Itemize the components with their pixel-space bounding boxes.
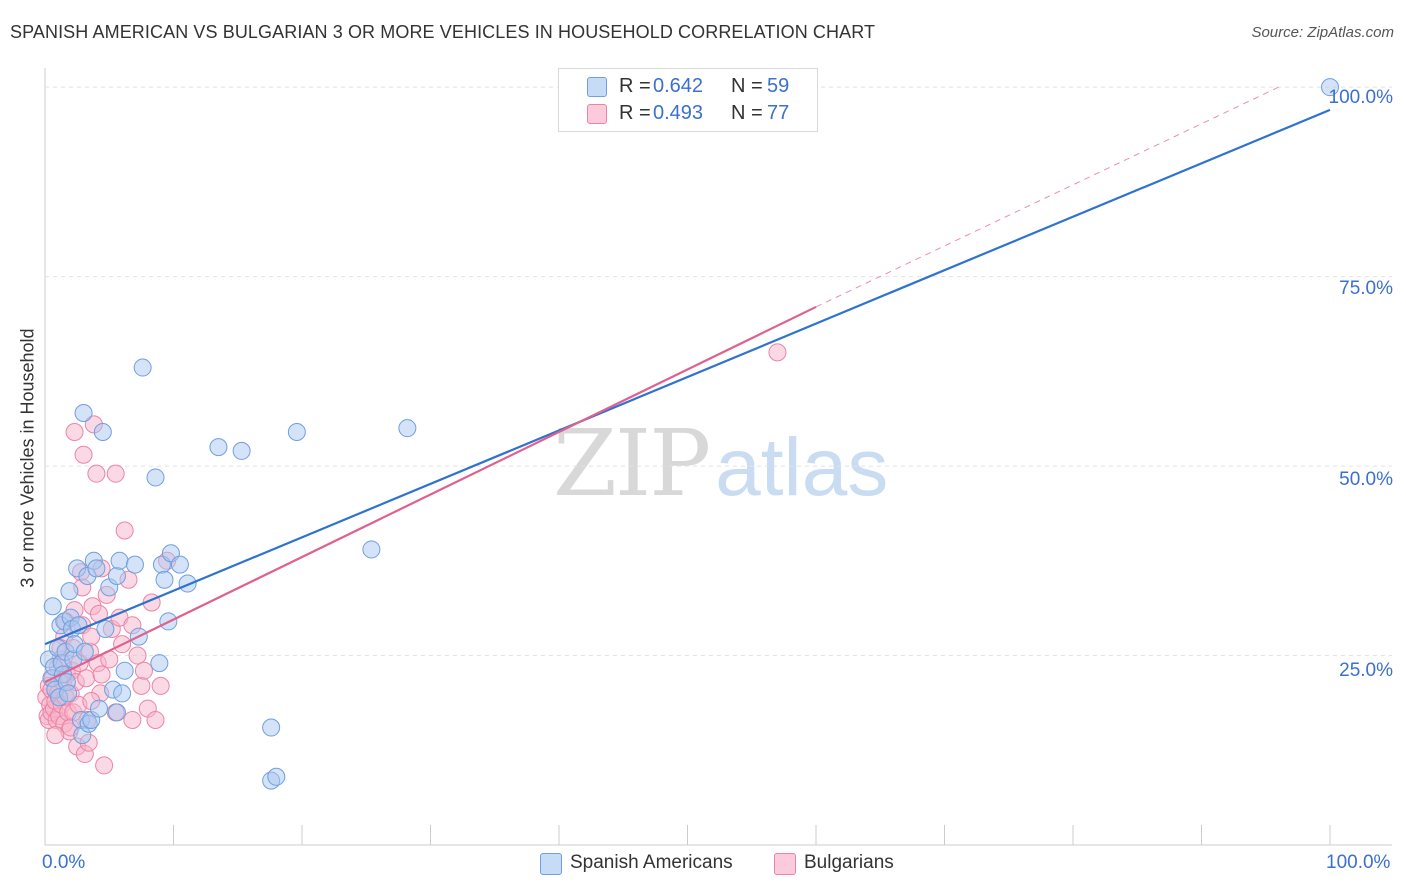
bulgarian-point: [134, 661, 153, 680]
y-tick-label-75: 75.0%: [1339, 278, 1393, 299]
bulgarian-point: [123, 710, 142, 729]
legend-label: Bulgarians: [804, 852, 894, 873]
n-value: 77: [767, 102, 790, 124]
watermark-zip: ZIP: [553, 410, 711, 517]
bulgarian-point: [128, 646, 147, 665]
bulgarian-point: [65, 422, 84, 441]
spanish-american-point: [125, 555, 144, 574]
spanish-american-point: [232, 441, 251, 460]
spanish-american-point: [155, 570, 174, 589]
bulgarian-point: [82, 627, 101, 646]
x-tick-label-min: 0.0%: [42, 852, 86, 873]
bulgarian-point: [95, 756, 114, 775]
correlation-legend: R = 0.642 N = 59 R = 0.493 N = 77: [558, 68, 818, 132]
spanish-american-point: [74, 404, 93, 423]
bulgarian-point: [77, 669, 96, 688]
bulgarian-trend-line: [44, 305, 817, 684]
spanish-american-point: [93, 422, 112, 441]
spanish-american-point: [107, 703, 126, 722]
y-axis-label: 3 or more Vehicles in Household: [17, 328, 38, 588]
r-label: R =: [619, 75, 651, 97]
spanish-american-point: [170, 555, 189, 574]
pink-swatch: [774, 853, 796, 875]
spanish-american-point: [96, 620, 115, 639]
spanish-american-point: [87, 559, 106, 578]
bulgarian-point: [74, 445, 93, 464]
y-tick-label-50: 50.0%: [1339, 469, 1393, 490]
blue-swatch: [587, 77, 607, 97]
bulgarian-point: [768, 343, 787, 362]
bulgarian-point: [151, 676, 170, 695]
spanish-american-point: [150, 654, 169, 673]
spanish-american-point: [362, 540, 381, 559]
spanish-american-point: [110, 551, 129, 570]
bulgarian-point: [106, 464, 125, 483]
spanish-american-point: [209, 438, 228, 457]
spanish-american-point: [59, 684, 78, 703]
spanish-american-point: [133, 358, 152, 377]
spanish-american-point: [113, 684, 132, 703]
legend-label: Spanish Americans: [570, 852, 733, 873]
n-label: N =: [731, 102, 763, 124]
spanish-american-point: [115, 661, 134, 680]
r-value: 0.493: [653, 102, 704, 124]
source-credit: Source: ZipAtlas.com: [1251, 24, 1394, 41]
bulgarian-point: [132, 676, 151, 695]
pink-swatch: [587, 104, 607, 124]
bulgarian-point: [115, 521, 134, 540]
blue-swatch: [540, 853, 562, 875]
n-value: 59: [767, 75, 790, 97]
bulgarian-point: [46, 726, 65, 745]
watermark-atlas: atlas: [715, 422, 889, 513]
bulgarian-point: [87, 464, 106, 483]
spanish-american-point: [262, 718, 281, 737]
n-label: N =: [731, 75, 763, 97]
bulgarian-point: [146, 710, 165, 729]
spanish-american-point: [146, 468, 165, 487]
x-tick-label-max: 100.0%: [1326, 852, 1391, 873]
r-value: 0.642: [653, 75, 704, 97]
spanish-american-point: [107, 566, 126, 585]
r-label: R =: [619, 102, 651, 124]
y-tick-label-100: 100.0%: [1328, 87, 1393, 108]
bulgarian-trend-line-extension: [815, 86, 1279, 308]
spanish-american-point: [287, 422, 306, 441]
spanish-american-point: [267, 767, 286, 786]
bulgarian-point: [92, 665, 111, 684]
spanish-american-point: [43, 597, 62, 616]
spanish-american-trend-line: [44, 108, 1331, 646]
chart-title: SPANISH AMERICAN VS BULGARIAN 3 OR MORE …: [10, 22, 876, 42]
spanish-american-point: [398, 419, 417, 438]
spanish-american-point: [89, 699, 108, 718]
spanish-american-point: [75, 642, 94, 661]
spanish-american-point: [60, 582, 79, 601]
y-tick-label-25: 25.0%: [1339, 660, 1393, 681]
spanish-american-point: [1321, 78, 1339, 97]
zipatlas-watermark: ZIPatlas: [553, 410, 888, 517]
